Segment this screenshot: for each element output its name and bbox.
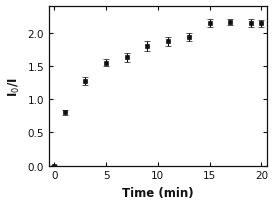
X-axis label: Time (min): Time (min) [122,186,194,199]
Y-axis label: I$_0$/I: I$_0$/I [7,77,22,96]
